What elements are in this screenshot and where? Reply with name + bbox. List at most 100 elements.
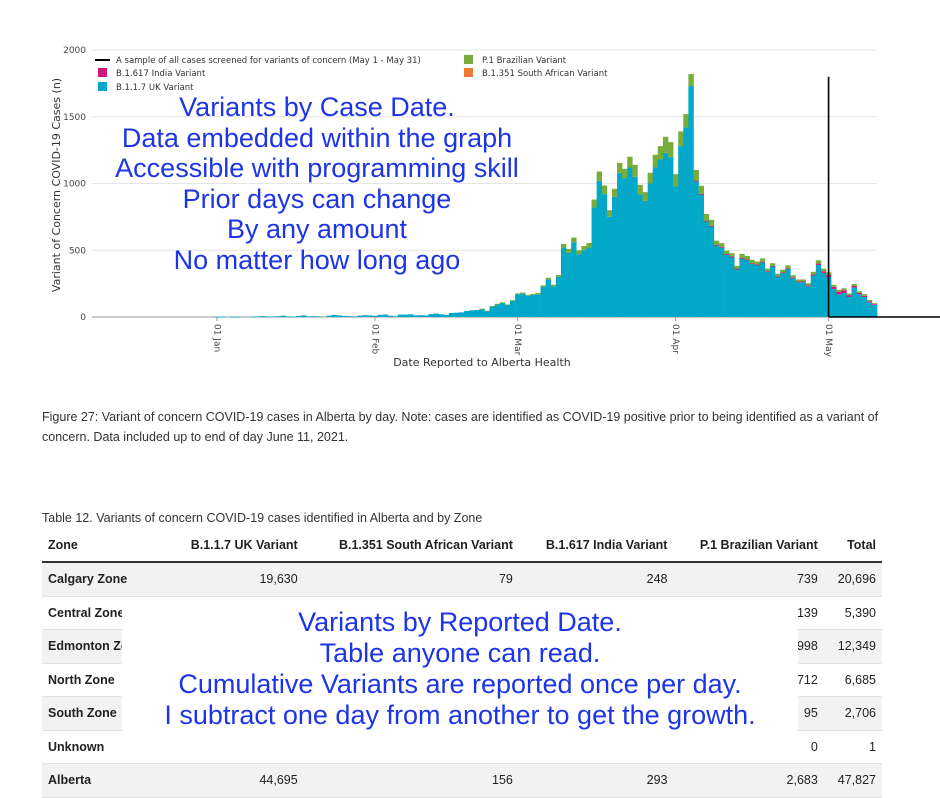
bar-segment-uk (668, 156, 674, 317)
bar-segment-in (769, 265, 776, 267)
bar-segment-in (871, 304, 878, 305)
table-row: Calgary Zone 19,630 79 248 739 20,696 (42, 562, 882, 597)
legend-label: A sample of all cases screened for varia… (116, 56, 421, 66)
bar-segment-in (713, 244, 720, 246)
bar-segment-uk (800, 282, 806, 317)
bar-segment-uk (438, 314, 445, 317)
bar-segment-br (673, 174, 679, 187)
x-tick-label: 01 May (823, 324, 833, 358)
bar-segment-uk (769, 266, 776, 317)
bar-segment-br (841, 288, 847, 291)
bar-segment-br (535, 292, 541, 295)
bar-segment-uk (265, 316, 271, 318)
bar-segment-in (815, 263, 822, 265)
bar-segment-br (846, 293, 852, 296)
bar-segment-br (785, 265, 791, 269)
bar-segment-uk (367, 315, 373, 317)
bar-segment-uk (581, 250, 587, 317)
bar-segment-in (734, 268, 740, 270)
table-header-row: Zone B.1.1.7 UK Variant B.1.351 South Af… (42, 529, 882, 563)
bar-segment-br (815, 260, 822, 264)
table-row: Alberta 44,695 156 293 2,683 47,827 (42, 763, 882, 798)
bar-segment-uk (673, 186, 679, 317)
bar-segment-uk (408, 314, 414, 317)
x-tick-label: 01 Mar (512, 324, 522, 356)
bar-segment-br (713, 240, 720, 245)
cell: 156 (303, 763, 519, 798)
bar-segment-uk (617, 172, 623, 317)
bar-segment-uk (387, 315, 394, 317)
bar-segment-uk (632, 176, 638, 317)
cell: 44,695 (165, 763, 304, 798)
bar-segment-uk (285, 316, 292, 318)
bar-segment-br (637, 184, 643, 195)
bar-segment-br (581, 245, 587, 251)
bar-segment-uk (805, 286, 812, 317)
bar-segment-uk (724, 254, 730, 317)
legend-label: B.1.351 South African Variant (482, 69, 608, 79)
bar-segment-br (688, 74, 694, 87)
bar-segment-uk (443, 314, 450, 317)
col-india: B.1.617 India Variant (518, 529, 674, 563)
bar-segment-uk (764, 271, 771, 317)
bar-segment-br (734, 265, 740, 269)
bar-segment-in (851, 286, 857, 288)
legend-swatch (464, 68, 473, 77)
x-axis-title: Date Reported to Alberta Health (393, 356, 571, 369)
bar-segment-uk (713, 244, 720, 317)
bar-segment-in (764, 271, 771, 273)
bar-segment-uk (530, 294, 536, 317)
bar-segment-uk (453, 312, 460, 317)
bar-segment-uk (509, 300, 516, 317)
bar-segment-br (790, 275, 796, 278)
bar-segment-uk (382, 314, 388, 317)
bar-segment-br (729, 253, 735, 257)
bar-segment-uk (433, 313, 439, 317)
annotation-case-date: Variants by Case Date. Data embedded wit… (82, 92, 552, 275)
cell: 6,685 (823, 663, 882, 697)
bar-segment-br (484, 310, 490, 312)
bar-segment-uk (469, 310, 475, 317)
bar-segment-br (831, 284, 837, 287)
bar-segment-in (841, 290, 847, 293)
bar-segment-uk (357, 315, 363, 317)
bar-segment-uk (545, 279, 552, 317)
cell: 5,390 (823, 596, 882, 630)
bar-segment-uk (550, 286, 557, 317)
bar-segment-uk (234, 316, 241, 318)
annotation-line: Table anyone can read. (319, 638, 601, 668)
bar-segment-br (683, 114, 689, 128)
bar-segment-br (530, 293, 536, 295)
bar-segment-uk (871, 304, 878, 317)
bar-segment-in (790, 277, 796, 279)
bar-segment-in (749, 263, 755, 264)
bar-segment-uk (280, 315, 287, 317)
bar-segment-uk (255, 316, 261, 318)
col-zone: Zone (42, 529, 166, 563)
bar-segment-uk (459, 312, 465, 317)
bar-segment-uk (596, 180, 603, 317)
bar-segment-in (831, 286, 837, 289)
bar-segment-br (739, 253, 745, 258)
legend-label: B.1.1.7 UK Variant (116, 83, 194, 93)
annotation-line: Accessible with programming skill (115, 153, 519, 183)
bar-segment-uk (306, 316, 312, 318)
bar-segment-uk (464, 310, 470, 317)
bar-segment-in (810, 274, 817, 276)
legend-swatch (98, 82, 107, 91)
bar-segment-uk (229, 316, 236, 318)
figure-caption: Figure 27: Variant of concern COVID-19 c… (42, 410, 879, 444)
bar-segment-uk (520, 293, 526, 317)
bar-segment-br (566, 248, 572, 253)
bar-segment-uk (362, 315, 368, 317)
bar-segment-uk (591, 207, 597, 317)
bar-segment-uk (413, 315, 419, 317)
bar-segment-in (744, 259, 750, 261)
bar-segment-uk (341, 315, 348, 317)
legend-swatch (464, 55, 473, 64)
bar-segment-uk (290, 316, 297, 318)
bar-segment-br (871, 303, 878, 305)
sample-period-lines (827, 76, 940, 318)
bar-segment-uk (260, 316, 266, 317)
